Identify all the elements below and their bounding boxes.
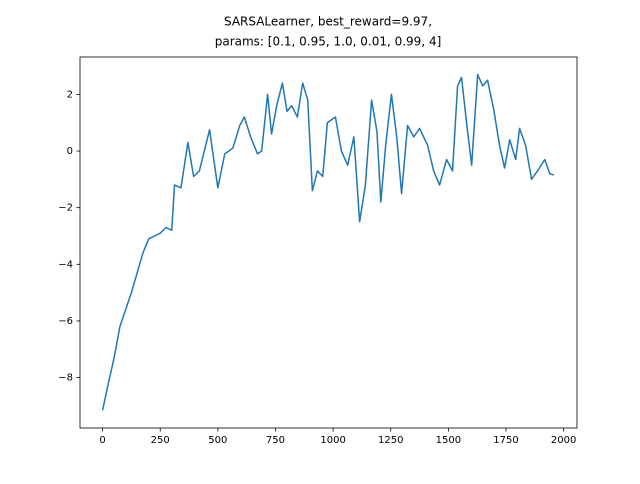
y-tick-label: −8 — [58, 373, 73, 384]
chart-title: SARSALearner, best_reward=9.97, — [224, 15, 432, 29]
x-tick-label: 750 — [266, 435, 285, 446]
x-tick-label: 1750 — [493, 435, 518, 446]
x-tick-label: 1000 — [320, 435, 345, 446]
x-tick-label: 1500 — [436, 435, 461, 446]
x-tick-label: 250 — [151, 435, 170, 446]
y-tick-label: −6 — [58, 316, 73, 327]
y-tick-label: −4 — [58, 259, 73, 270]
x-tick-label: 0 — [99, 435, 105, 446]
y-tick-label: 0 — [67, 146, 73, 157]
axes-frame — [79, 56, 578, 429]
line — [101, 73, 555, 411]
x-tick-label: 2000 — [551, 435, 576, 446]
y-tick-label: −2 — [58, 203, 73, 214]
x-tick-label: 500 — [208, 435, 227, 446]
x-tick-label: 1250 — [378, 435, 403, 446]
y-tick-label: 2 — [67, 89, 73, 100]
chart-title: params: [0.1, 0.95, 1.0, 0.01, 0.99, 4] — [215, 35, 442, 49]
